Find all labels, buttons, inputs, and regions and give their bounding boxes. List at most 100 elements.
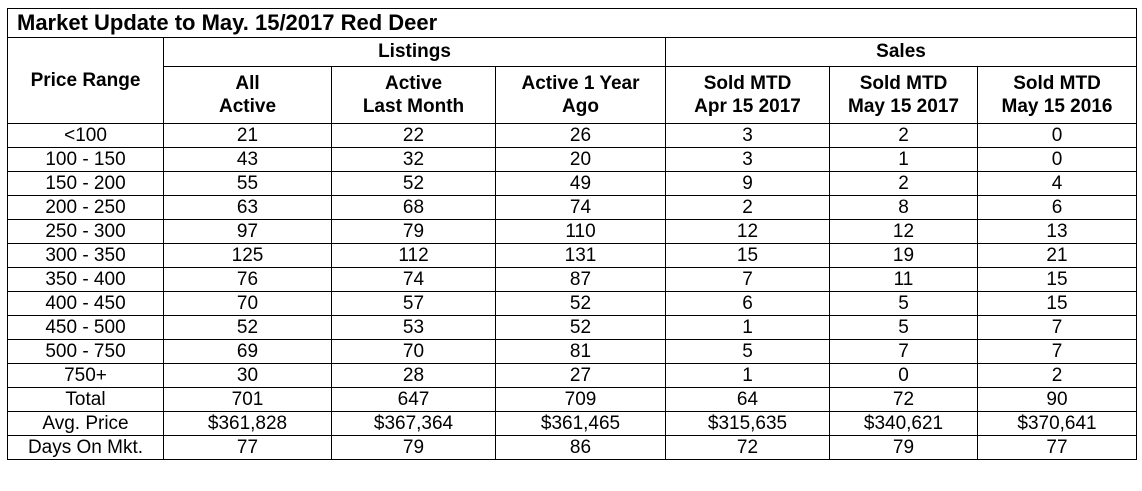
table-row: 200 - 250 63 68 74 2 8 6	[7, 195, 1137, 220]
cell-sold-mtd-apr-2017: 3	[665, 123, 830, 148]
cell-sold-mtd-apr-2017: $315,635	[665, 411, 830, 436]
column-header-row: All Active Active Last Month Active 1 Year…	[8, 66, 1137, 124]
cell-all-active: 52	[163, 315, 332, 340]
table-row: 350 - 400 76 74 87 7 11 15	[7, 267, 1137, 292]
cell-active-1-year-ago: 20	[495, 147, 666, 172]
col-header-active-1-year-ago: Active 1 Year Ago	[495, 66, 666, 124]
cell-price-range: 200 - 250	[7, 195, 164, 220]
cell-sold-mtd-apr-2017: 2	[665, 195, 830, 220]
cell-sold-mtd-apr-2017: 64	[665, 387, 830, 412]
col-header-line: Sold MTD	[859, 73, 948, 94]
table-row: 150 - 200 55 52 49 9 2 4	[7, 171, 1137, 196]
cell-active-last-month: 79	[331, 219, 496, 244]
cell-all-active: 77	[163, 435, 332, 460]
cell-active-1-year-ago: 87	[495, 267, 666, 292]
cell-sold-mtd-may-2017: 12	[829, 219, 978, 244]
col-header-line: Last Month	[362, 96, 465, 117]
col-header-line: Active	[384, 73, 443, 94]
col-header-sold-mtd-apr-2017: Sold MTD Apr 15 2017	[665, 66, 830, 124]
table-title: Market Update to May. 15/2017 Red Deer	[7, 8, 1137, 38]
cell-all-active: 76	[163, 267, 332, 292]
cell-active-last-month: 52	[331, 171, 496, 196]
cell-sold-mtd-may-2016: 15	[977, 267, 1137, 292]
cell-sold-mtd-may-2016: 6	[977, 195, 1137, 220]
col-header-line: Ago	[562, 96, 599, 117]
cell-all-active: 69	[163, 339, 332, 364]
cell-all-active: 63	[163, 195, 332, 220]
cell-sold-mtd-may-2016: 7	[977, 315, 1137, 340]
cell-active-1-year-ago: 74	[495, 195, 666, 220]
cell-price-range: Avg. Price	[7, 411, 164, 436]
col-header-line: Active	[218, 96, 277, 117]
cell-all-active: 55	[163, 171, 332, 196]
market-update-table: Market Update to May. 15/2017 Red Deer P…	[7, 8, 1137, 460]
table-row: <100 21 22 26 3 2 0	[7, 123, 1137, 148]
cell-sold-mtd-may-2017: 11	[829, 267, 978, 292]
cell-active-1-year-ago: $361,465	[495, 411, 666, 436]
cell-sold-mtd-may-2016: 7	[977, 339, 1137, 364]
col-header-line: Apr 15 2017	[694, 96, 801, 117]
cell-price-range: 750+	[7, 363, 164, 388]
cell-active-1-year-ago: 86	[495, 435, 666, 460]
cell-price-range: Days On Mkt.	[7, 435, 164, 460]
cell-sold-mtd-may-2016: 13	[977, 219, 1137, 244]
col-header-line: Active 1 Year	[521, 73, 640, 94]
cell-all-active: 125	[163, 243, 332, 268]
cell-active-1-year-ago: 131	[495, 243, 666, 268]
cell-active-1-year-ago: 709	[495, 387, 666, 412]
cell-sold-mtd-apr-2017: 6	[665, 291, 830, 316]
cell-sold-mtd-apr-2017: 5	[665, 339, 830, 364]
cell-active-last-month: 79	[331, 435, 496, 460]
cell-sold-mtd-may-2017: 19	[829, 243, 978, 268]
cell-active-1-year-ago: 27	[495, 363, 666, 388]
col-header-line: May 15 2016	[1001, 96, 1113, 117]
col-header-active-last-month: Active Last Month	[331, 66, 496, 124]
cell-price-range: 250 - 300	[7, 219, 164, 244]
col-header-all-active: All Active	[163, 66, 332, 124]
cell-active-1-year-ago: 110	[495, 219, 666, 244]
cell-sold-mtd-apr-2017: 7	[665, 267, 830, 292]
cell-price-range: 350 - 400	[7, 267, 164, 292]
cell-active-last-month: $367,364	[331, 411, 496, 436]
table-row: 400 - 450 70 57 52 6 5 15	[7, 291, 1137, 316]
cell-sold-mtd-may-2016: 0	[977, 147, 1137, 172]
cell-price-range: Total	[7, 387, 164, 412]
cell-sold-mtd-may-2017: 1	[829, 147, 978, 172]
col-header-sold-mtd-may-2016: Sold MTD May 15 2016	[977, 66, 1137, 124]
cell-sold-mtd-apr-2017: 3	[665, 147, 830, 172]
table-row: 450 - 500 52 53 52 1 5 7	[7, 315, 1137, 340]
cell-active-last-month: 32	[331, 147, 496, 172]
table-row: 250 - 300 97 79 110 12 12 13	[7, 219, 1137, 244]
cell-sold-mtd-apr-2017: 15	[665, 243, 830, 268]
cell-sold-mtd-may-2017: 72	[829, 387, 978, 412]
cell-active-last-month: 70	[331, 339, 496, 364]
group-header-listings: Listings	[163, 37, 666, 67]
table-row: Days On Mkt. 77 79 86 72 79 77	[7, 435, 1137, 460]
cell-sold-mtd-may-2016: 4	[977, 171, 1137, 196]
cell-sold-mtd-may-2017: 79	[829, 435, 978, 460]
table-row: Avg. Price $361,828 $367,364 $361,465 $315,6…	[7, 411, 1137, 436]
table-row: 100 - 150 43 32 20 3 1 0	[7, 147, 1137, 172]
cell-sold-mtd-apr-2017: 9	[665, 171, 830, 196]
cell-active-last-month: 112	[331, 243, 496, 268]
table-row: Total 701 647 709 64 72 90	[7, 387, 1137, 412]
cell-sold-mtd-may-2016: 77	[977, 435, 1137, 460]
col-header-line: Sold MTD	[1013, 73, 1101, 94]
cell-price-range: 450 - 500	[7, 315, 164, 340]
cell-active-1-year-ago: 49	[495, 171, 666, 196]
cell-active-last-month: 74	[331, 267, 496, 292]
data-rows: <100 21 22 26 3 2 0 100 - 150 43 32 20 3 1 0 150 - 200…	[7, 123, 1137, 460]
cell-sold-mtd-may-2017: 5	[829, 315, 978, 340]
cell-sold-mtd-may-2016: 15	[977, 291, 1137, 316]
market-update-report: Market Update to May. 15/2017 Red Deer P…	[7, 8, 1137, 460]
table-row: 750+ 30 28 27 1 0 2	[7, 363, 1137, 388]
cell-sold-mtd-may-2017: 0	[829, 363, 978, 388]
cell-active-1-year-ago: 26	[495, 123, 666, 148]
cell-sold-mtd-may-2016: 0	[977, 123, 1137, 148]
cell-sold-mtd-may-2017: 8	[829, 195, 978, 220]
cell-all-active: 97	[163, 219, 332, 244]
col-header-line: May 15 2017	[848, 96, 959, 117]
cell-price-range: 300 - 350	[7, 243, 164, 268]
cell-active-1-year-ago: 52	[495, 315, 666, 340]
cell-sold-mtd-may-2017: 7	[829, 339, 978, 364]
